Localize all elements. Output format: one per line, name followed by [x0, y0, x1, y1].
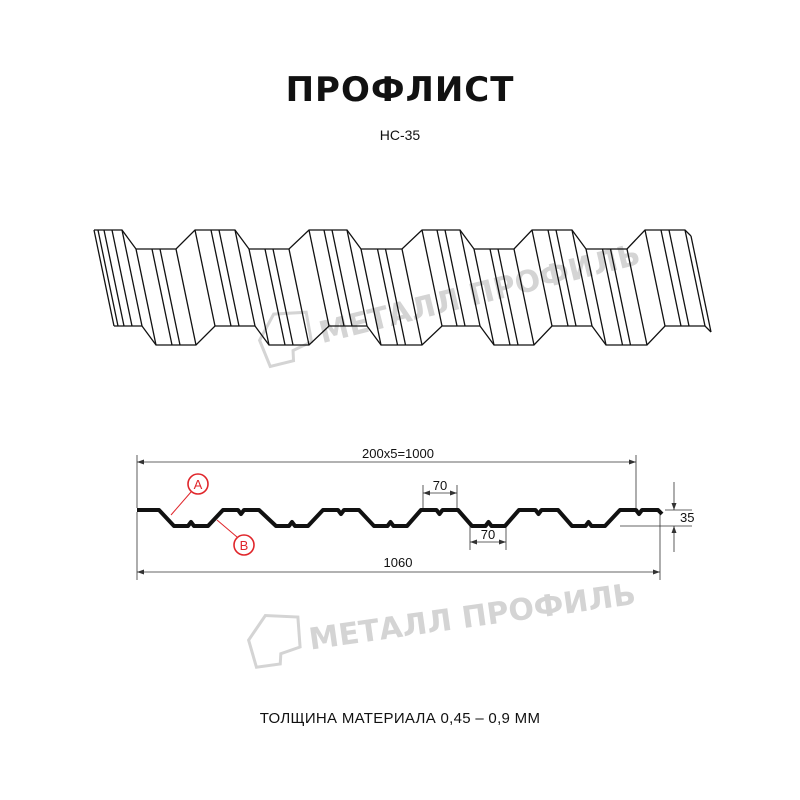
sheet-stiffener-line: [601, 248, 624, 346]
sheet-stiffener-line: [376, 248, 399, 346]
sheet-stiffener-line: [323, 229, 345, 327]
sheet-fold-line: [135, 248, 157, 346]
profile-cross-section: [137, 508, 664, 528]
sheet-fold-line: [121, 229, 143, 327]
sheet-stiffener-line: [272, 248, 294, 346]
dim-full-width-label: 1060: [384, 555, 413, 570]
sheet-stiffener-line: [111, 229, 133, 327]
sheet-stiffener-line: [668, 229, 690, 327]
sheet-fold-line: [473, 248, 495, 346]
sheet-stiffener-line: [159, 248, 181, 346]
sheet-fold-line: [308, 229, 330, 327]
sheet-stiffener-line: [103, 229, 125, 327]
watermark-text: МЕТАЛЛ ПРОФИЛЬ: [316, 237, 644, 351]
sheet-stiffener-line: [218, 229, 240, 327]
sheet-fold-line: [175, 248, 197, 346]
sheet-stiffener-line: [609, 248, 632, 346]
sheet-fold-line: [346, 229, 368, 327]
sheet-edge-line: [97, 229, 119, 327]
sheet-fold-line: [421, 229, 443, 327]
sheet-3d-view: [93, 229, 712, 346]
sheet-stiffener-line: [497, 248, 519, 346]
sheet-fold-line: [459, 229, 481, 327]
dim-top-shelf-label: 70: [433, 478, 447, 493]
watermark-text-2: МЕТАЛЛ ПРОФИЛЬ: [307, 577, 638, 658]
sheet-fold-line: [644, 229, 666, 327]
watermark-bottom: МЕТАЛЛ ПРОФИЛЬ: [246, 577, 638, 669]
sheet-fold-line: [93, 229, 115, 327]
sheet-stiffener-line: [151, 248, 173, 346]
marker-b: B: [216, 519, 255, 556]
sheet-stiffener-line: [210, 229, 232, 327]
sheet-fold-line: [531, 229, 553, 327]
sheet-stiffener-line: [547, 229, 569, 327]
marker-a: A: [170, 473, 209, 516]
dim-height-label: 35: [680, 510, 694, 525]
sheet-fold-line: [234, 229, 256, 327]
model-label: НС-35: [379, 127, 421, 143]
sheet-stiffener-line: [489, 248, 511, 346]
sheet-stiffener-line: [555, 229, 577, 327]
sheet-fold-line: [585, 248, 607, 346]
sheet-stiffener-line: [264, 248, 286, 346]
sheet-fold-line: [571, 229, 593, 327]
sheet-fold-line: [194, 229, 216, 327]
sheet-stiffener-line: [660, 229, 682, 327]
sheet-fold-line: [513, 248, 535, 346]
dimension-lines: [136, 455, 692, 580]
sheet-fold-line: [288, 248, 310, 346]
sheet-fold-line: [360, 248, 382, 346]
sheet-fold-line: [690, 235, 712, 333]
dim-bottom-shelf-label: 70: [481, 527, 495, 542]
page-title: ПРОФЛИСТ: [285, 70, 515, 110]
sheet-fold-line: [401, 248, 423, 346]
sheet-fold-line: [626, 248, 648, 346]
sheet-fold-line: [684, 229, 706, 327]
dim-pitch-label: 200x5=1000: [362, 446, 434, 461]
sheet-stiffener-line: [444, 229, 466, 327]
sheet-stiffener-line: [331, 229, 353, 327]
sheet-stiffener-line: [384, 248, 407, 346]
sheet-fold-line: [248, 248, 270, 346]
marker-b-label: B: [240, 538, 249, 553]
marker-a-label: A: [194, 477, 203, 492]
thickness-note: ТОЛЩИНА МАТЕРИАЛА 0,45 – 0,9 ММ: [259, 710, 541, 727]
sheet-stiffener-line: [436, 229, 458, 327]
